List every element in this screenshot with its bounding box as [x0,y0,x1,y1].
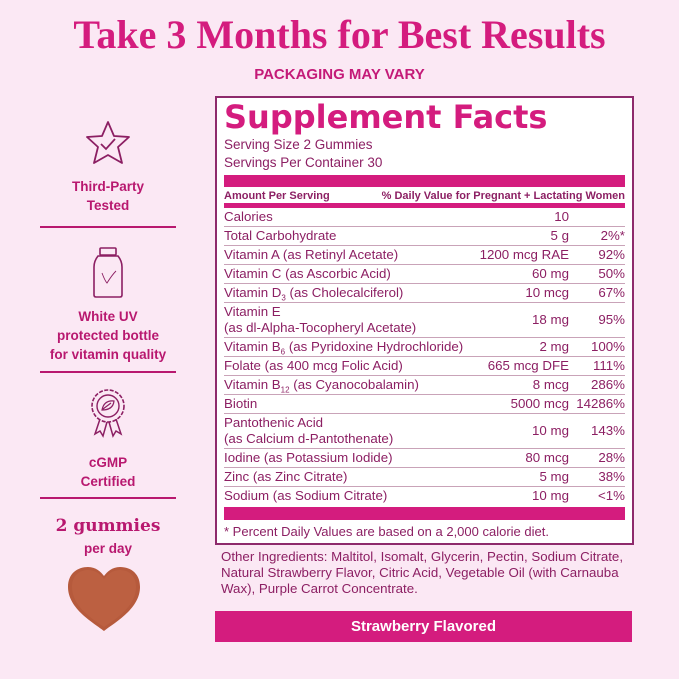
nutrient-daily-value: 67% [598,285,625,300]
nutrient-row: Calories 10 [224,208,625,227]
nutrient-name: Zinc (as Zinc Citrate) [224,469,348,484]
nutrient-row: Iodine (as Potassium Iodide) 80 mcg 28% [224,449,625,468]
supplement-facts-title: Supplement Facts [224,98,548,136]
nutrient-daily-value: 143% [590,423,625,438]
nutrient-amount: 5 mg [539,469,569,484]
nutrient-amount: 10 mg [532,488,569,503]
nutrient-name: Vitamin B12 (as Cyanocobalamin) [224,377,419,395]
nutrient-row: Pantothenic Acid (as Calcium d-Pantothena… [224,414,625,449]
feature-third-party: Third-Party Tested [30,177,186,215]
nutrient-row: Total Carbohydrate 5 g 2%* [224,227,625,246]
nutrient-name: Vitamin A (as Retinyl Acetate) [224,247,399,262]
feature-uv-bottle: White UV protected bottle for vitamin qu… [30,307,186,364]
per-day-label: per day [83,541,133,556]
nutrient-row: Folate (as 400 mcg Folic Acid) 665 mcg DF… [224,357,625,376]
nutrient-name: Vitamin B6 (as Pyridoxine Hydrochloride) [224,339,464,357]
feature-label: Third-Party [71,179,144,194]
nutrient-amount: 10 mcg [525,285,569,300]
nutrient-amount: 5 g [550,228,570,243]
nutrient-row: Vitamin E (as dl-Alpha-Tocopheryl Acetate… [224,303,625,338]
nutrient-daily-value: <1% [598,488,625,503]
dv-header: % Daily Value for Pregnant + Lactating W… [381,190,625,202]
nutrient-amount: 8 mcg [532,377,569,392]
nutrient-name: Total Carbohydrate [224,228,337,243]
nutrient-amount: 1200 mcg RAE [479,247,569,262]
footnote: * Percent Daily Values are based on a 2,… [224,524,549,539]
serving-size: Serving Size 2 Gummies [224,137,373,152]
nutrient-name: Iodine (as Potassium Iodide) [224,450,393,465]
nutrient-table: Calories 10 Total Carbohydrate 5 g 2%* Vitami… [224,208,625,505]
heart-gummy-image [68,567,140,631]
nutrient-name: Vitamin D3 (as Cholecalciferol) [224,285,404,303]
nutrient-amount: 5000 mcg [510,396,569,411]
award-ribbon-icon [91,389,125,438]
divider [40,371,176,373]
nutrient-name: Sodium (as Sodium Citrate) [224,488,388,503]
nutrient-row: Vitamin B6 (as Pyridoxine Hydrochloride)… [224,338,625,357]
feature-label: Tested [86,198,130,213]
nutrient-name: Biotin [224,396,258,411]
nutrient-row: Vitamin D3 (as Cholecalciferol) 10 mcg 67% [224,284,625,303]
nutrient-name: Pantothenic Acid (as Calcium d-Pantothena… [224,415,394,446]
supplement-facts-panel: Supplement Facts Serving Size 2 Gummies … [215,96,634,545]
thick-rule [224,175,625,187]
nutrient-name: Vitamin C (as Ascorbic Acid) [224,266,391,281]
nutrient-daily-value: 14286% [576,396,625,411]
nutrient-daily-value: 28% [598,450,625,465]
nutrient-amount: 80 mcg [525,450,569,465]
nutrient-row: Zinc (as Zinc Citrate) 5 mg 38% [224,468,625,487]
nutrient-name: Vitamin E (as dl-Alpha-Tocopheryl Acetate… [224,304,417,335]
nutrient-daily-value: 92% [598,247,625,262]
servings-per-container: Servings Per Container 30 [224,155,383,170]
nutrient-row: Vitamin A (as Retinyl Acetate) 1200 mcg R… [224,246,625,265]
nutrient-name: Calories [224,209,273,224]
right-column: Supplement Facts Serving Size 2 Gummies … [215,96,634,642]
nutrient-daily-value: 100% [590,339,625,354]
feature-cgmp: cGMP Certified [30,453,186,491]
feature-label: for vitamin quality [49,347,167,362]
nutrient-amount: 18 mg [532,312,569,327]
nutrient-amount: 10 [554,209,569,224]
nutrient-daily-value: 2%* [600,228,625,243]
nutrient-daily-value: 95% [598,312,625,327]
nutrient-daily-value: 111% [592,358,625,373]
amount-header: Amount Per Serving [224,190,330,202]
packaging-note: PACKAGING MAY VARY [254,66,425,83]
feature-label: White UV [78,309,138,324]
thin-rule [224,203,625,208]
star-check-icon [86,121,130,164]
feature-label: cGMP [88,455,128,470]
nutrient-row: Vitamin B12 (as Cyanocobalamin) 8 mcg 286% [224,376,625,395]
divider [40,497,176,499]
thick-rule [224,507,625,520]
nutrient-amount: 10 mg [532,423,569,438]
nutrient-row: Biotin 5000 mcg 14286% [224,395,625,414]
nutrient-name: Folate (as 400 mcg Folic Acid) [224,358,403,373]
feature-label: protected bottle [56,328,159,343]
nutrient-row: Vitamin C (as Ascorbic Acid) 60 mg 50% [224,265,625,284]
feature-label: Certified [80,474,136,489]
column-headers: Amount Per Serving % Daily Value for Pre… [224,189,625,203]
gummies-count: 2 gummies [55,516,161,536]
page-title: Take 3 Months for Best Results [73,12,606,57]
nutrient-daily-value: 38% [598,469,625,484]
nutrient-amount: 60 mg [532,266,569,281]
other-ingredients: Other Ingredients: Maltitol, Isomalt, Gl… [221,549,624,596]
nutrient-daily-value: 50% [598,266,625,281]
nutrient-daily-value: 286% [590,377,625,392]
flavor-banner: Strawberry Flavored [215,611,632,642]
divider [40,226,176,228]
nutrient-amount: 2 mg [539,339,569,354]
bottle-icon [93,247,123,298]
nutrient-amount: 665 mcg DFE [487,358,569,373]
nutrient-row: Sodium (as Sodium Citrate) 10 mg <1% [224,487,625,505]
